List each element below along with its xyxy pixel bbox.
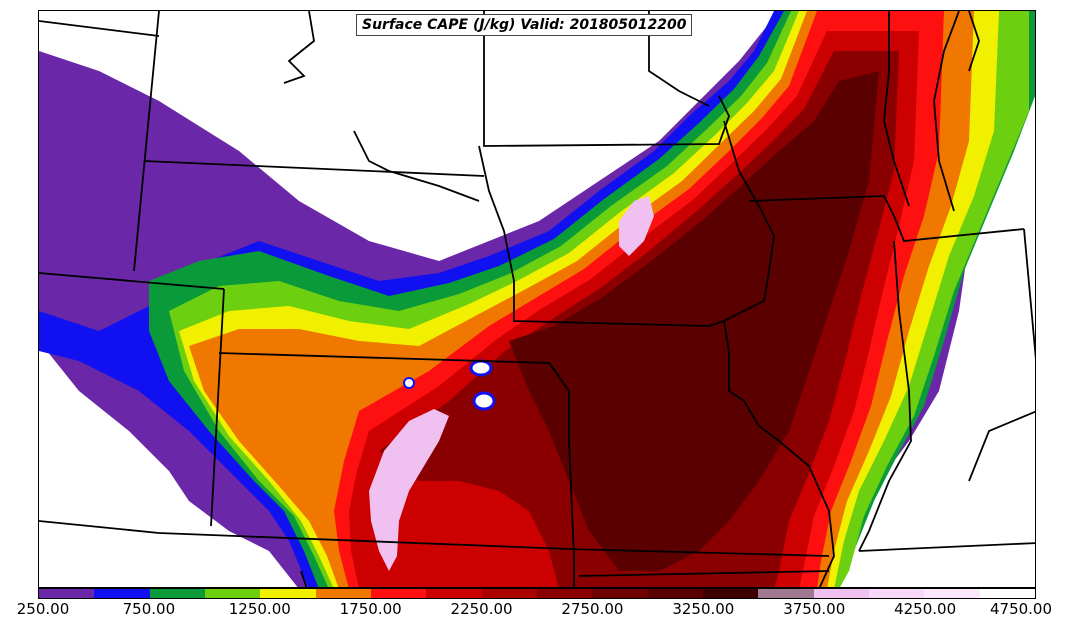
colorbar-tick-label: 750.00 [122,600,176,618]
colorbar-tick-label: 250.00 [16,600,70,618]
colorbar-segment [813,589,869,598]
colorbar-tick-label: 2750.00 [561,600,624,618]
colorbar-segment [370,589,427,598]
colorbar-segment [39,589,95,598]
contour-3250 [509,71,879,571]
boundary-line [283,11,315,84]
boundaries [39,11,1035,587]
contour-cell-3 [403,377,415,389]
cape-map [39,11,1035,587]
boundary-line [483,11,730,147]
boundary-line [39,520,830,557]
colorbar-tick-label: 1250.00 [228,600,291,618]
boundary-line [578,570,830,577]
boundary-line [883,11,910,207]
boundary-line [723,120,835,587]
boundary-line [143,160,485,177]
colorbar-segment [426,589,482,598]
contour-cell-2 [472,391,496,411]
colorbar-segment [868,589,925,598]
contour-3750 [369,409,449,571]
colorbar-tick-label: 3250.00 [672,600,735,618]
boundary-line [968,11,980,72]
boundary-line [300,570,308,587]
colorbar-tick-label: 3750.00 [783,600,846,618]
colorbar-segment [592,589,648,598]
boundary-line [548,362,575,587]
colorbar-segment [149,589,205,598]
colorbar-tick-label: 4750.00 [989,600,1053,618]
boundary-line [968,410,1035,482]
boundary-line [353,130,480,202]
colorbar-segment [94,589,150,598]
colorbar-segment [260,589,316,598]
colorbar-segment [979,589,1035,598]
colorbar-segment [204,589,261,598]
colorbar-segment [315,589,371,598]
colorbar-tick-label: 1750.00 [339,600,402,618]
contour-cell-1 [469,359,493,377]
map-title: Surface CAPE (J/kg) Valid: 201805012200 [356,14,693,36]
cape-contours [39,11,1035,587]
boundary-line [210,288,225,527]
colorbar-tick-label: 4250.00 [894,600,957,618]
boundary-line [933,11,960,212]
map-panel [38,10,1036,588]
colorbar-segment [758,589,814,598]
colorbar-tick-label: 2250.00 [450,600,513,618]
boundary-line [478,145,725,327]
boundary-line [133,11,160,272]
colorbar-segment [536,589,593,598]
colorbar [38,588,1036,599]
boundary-line [748,195,1025,242]
boundary-line [858,240,912,552]
boundary-line [39,272,225,290]
colorbar-segment [702,589,759,598]
colorbar-segment [647,589,703,598]
colorbar-segment [924,589,980,598]
boundary-line [1023,228,1035,360]
colorbar-segment [481,589,537,598]
boundary-line [858,542,1035,552]
boundary-line [39,20,160,37]
contour-4250 [619,196,654,256]
boundary-line [648,11,710,107]
